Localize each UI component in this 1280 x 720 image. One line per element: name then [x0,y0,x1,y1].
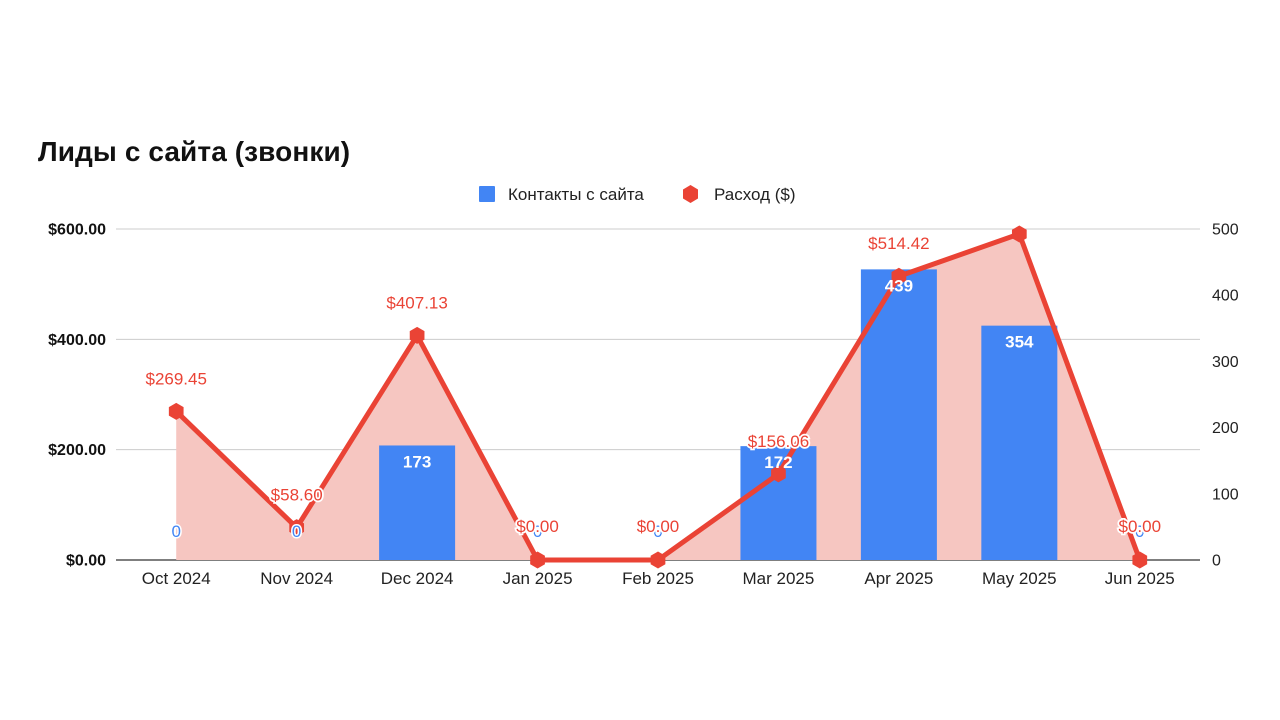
legend-swatch-contacts [479,186,495,202]
spend-point [1132,551,1148,569]
spend-value-label: $0.00 [516,517,559,536]
bar-value-label: 354 [1005,333,1034,352]
bar-contacts [379,445,456,560]
x-tick-label: Jan 2025 [503,569,573,588]
bar-value-label: 439 [885,276,913,295]
y-tick-label-right: 300 [1212,354,1239,371]
bar-contacts [981,325,1058,560]
y-tick-label-left: $200.00 [48,442,106,459]
y-tick-label-left: $600.00 [48,222,106,239]
spend-value-label: $407.13 [386,293,447,312]
spend-value-label: $269.45 [145,369,206,388]
spend-point [289,519,305,537]
bar-contacts [740,446,817,560]
x-tick-label: Jun 2025 [1105,569,1175,588]
spend-point [771,465,786,483]
x-tick-label: Dec 2024 [381,569,454,588]
legend-marker-spend [683,185,698,203]
bar-value-label: 0 [533,522,542,541]
spend-point [530,551,545,569]
x-tick-label: May 2025 [982,569,1057,588]
spend-value-label: $156.06 [748,432,809,451]
spend-point [650,551,666,569]
x-tick-label: Apr 2025 [864,569,933,588]
spend-point [409,326,425,344]
y-tick-label-right: 100 [1212,486,1239,503]
y-tick-label-right: 400 [1212,288,1239,305]
bar-value-label: 0 [653,522,662,541]
y-tick-label-left: $0.00 [66,553,106,570]
spend-value-label: $0.00 [1119,517,1162,536]
bar-value-label: 0 [1135,522,1144,541]
x-tick-label: Oct 2024 [142,569,211,588]
legend: Контакты с сайта Расход ($) [479,185,796,204]
x-tick-label: Feb 2025 [622,569,694,588]
spend-value-label: $0.00 [637,517,680,536]
bar-value-label: 0 [171,522,180,541]
y-tick-label-right: 500 [1212,222,1239,239]
spend-value-label: $514.42 [868,234,929,253]
y-tick-label-left: $400.00 [48,332,106,349]
spend-point [891,267,907,285]
x-tick-label: Mar 2025 [743,569,815,588]
chart-title: Лиды с сайта (звонки) [38,136,351,167]
bar-value-label: 172 [764,453,792,472]
y-tick-label-right: 200 [1212,420,1239,437]
bar-contacts [860,269,937,560]
bar-value-label: 0 [292,522,301,541]
bar-value-label: 173 [403,452,431,471]
spend-point [168,402,184,420]
spend-value-label: $58.60 [271,486,323,505]
spend-point [1011,225,1027,243]
legend-label-spend: Расход ($) [714,185,796,204]
x-tick-label: Nov 2024 [260,569,333,588]
legend-label-contacts: Контакты с сайта [508,185,644,204]
y-tick-label-right: 0 [1212,553,1221,570]
